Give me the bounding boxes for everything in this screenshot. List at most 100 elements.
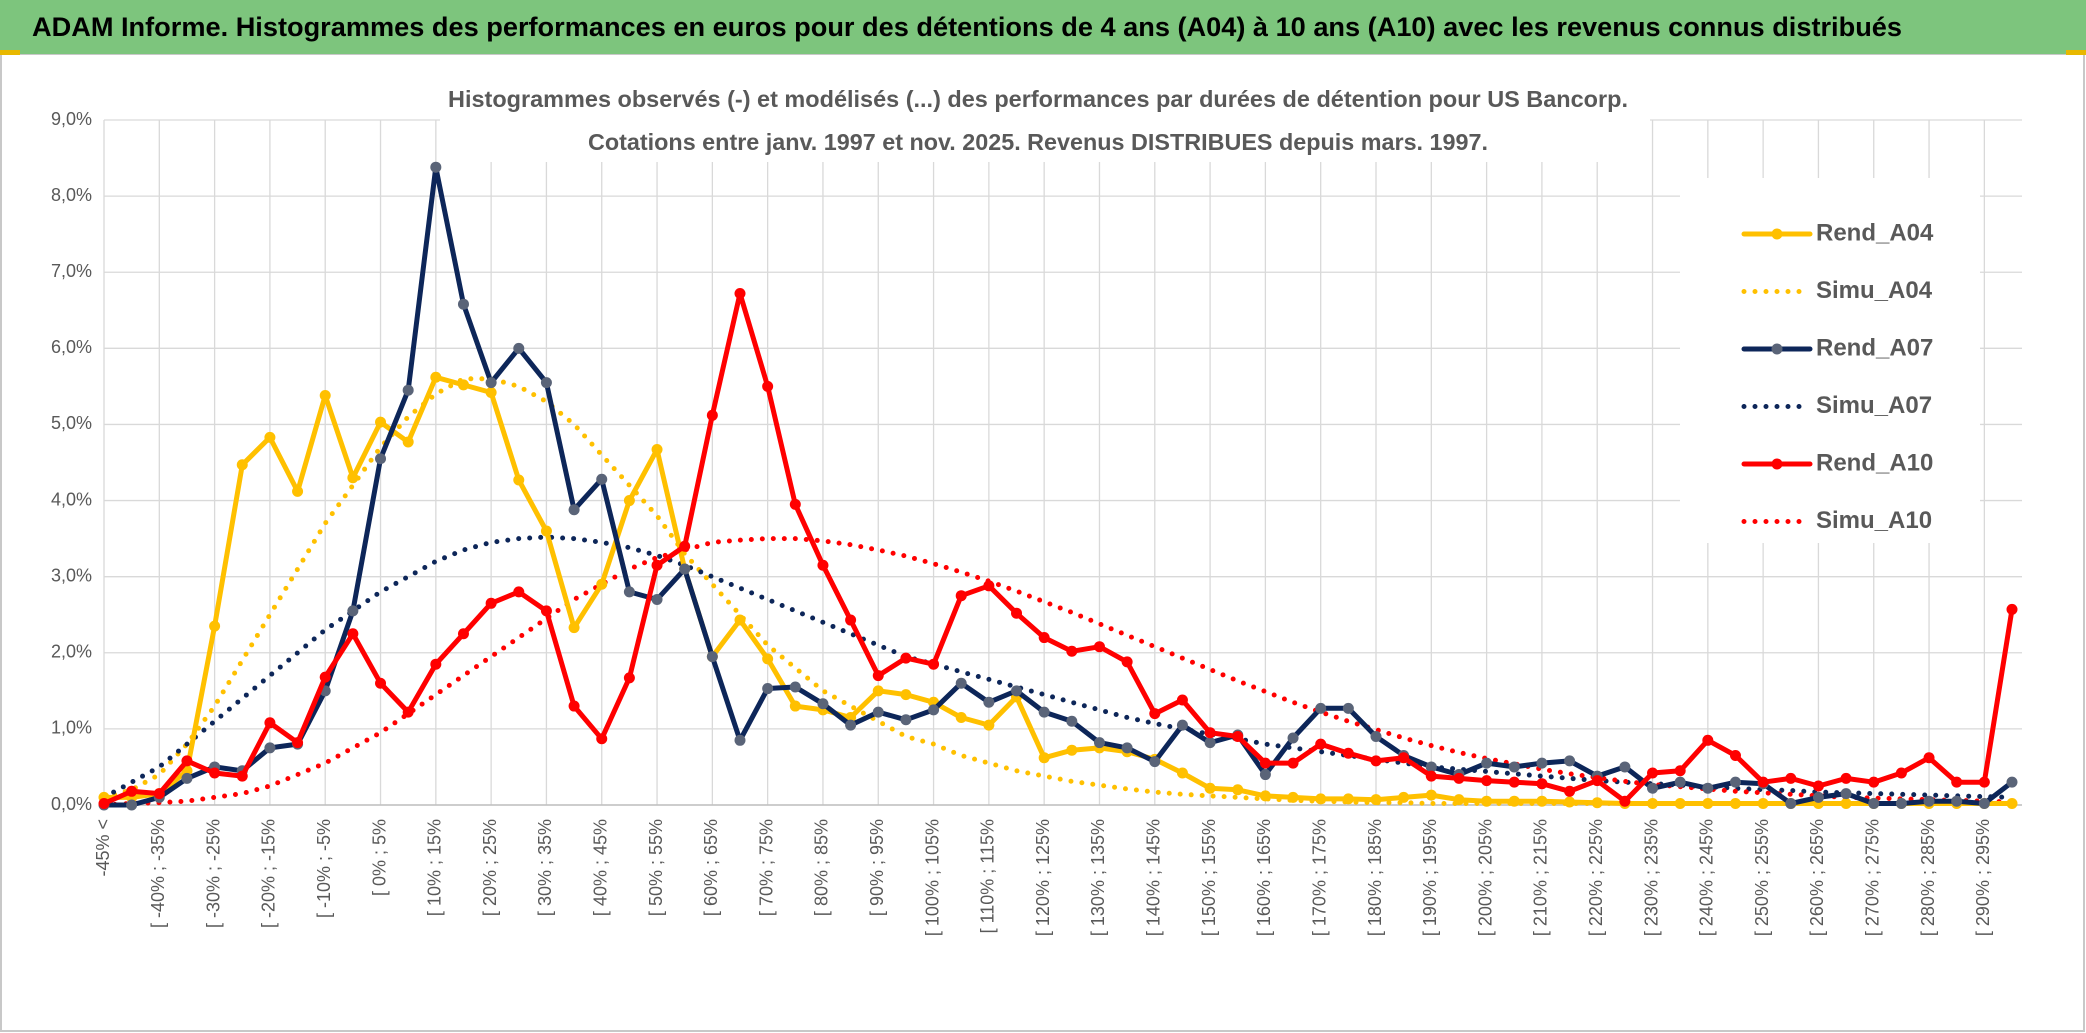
legend: Rend_A04 Simu_A04 Rend_A07 Simu_A07 Rend_A10… [1680, 178, 1980, 543]
corner [0, 50, 20, 55]
point [153, 788, 165, 800]
point [1729, 797, 1741, 809]
x-tick-label: [ 80% ; 85% [812, 819, 832, 916]
point [789, 700, 801, 712]
x-tick-label: -45% < [93, 819, 113, 877]
x-tick-label: [ 250% ; 255% [1752, 819, 1772, 936]
point [1674, 776, 1686, 788]
point [126, 785, 138, 797]
point [679, 563, 691, 575]
point [1729, 750, 1741, 762]
point [568, 622, 580, 634]
point [1398, 752, 1410, 764]
y-tick-label: 2,0% [51, 642, 92, 662]
point [1564, 785, 1576, 797]
point [1066, 645, 1078, 657]
x-tick-label: [ -30% ; -25% [203, 819, 223, 928]
y-tick-label: 9,0% [51, 109, 92, 129]
point [1232, 731, 1244, 742]
x-tick-label: [ 130% ; 135% [1088, 819, 1108, 936]
point [457, 379, 469, 391]
point [264, 431, 276, 443]
point [1978, 797, 1990, 809]
x-tick-label: [ 290% ; 295% [1973, 819, 1993, 936]
point [375, 677, 387, 689]
point [762, 380, 774, 392]
point [1951, 795, 1963, 807]
point [485, 377, 497, 389]
legend-label: Rend_A07 [1816, 334, 1933, 361]
point [209, 767, 221, 779]
point [1093, 737, 1105, 749]
point [347, 628, 359, 640]
point [872, 706, 884, 718]
point [1315, 702, 1327, 714]
x-tick-label: [ 170% ; 175% [1309, 819, 1329, 936]
legend-label: Rend_A10 [1816, 449, 1933, 476]
point [402, 384, 414, 396]
point [623, 495, 635, 507]
x-tick-label: [ 190% ; 195% [1420, 819, 1440, 936]
point [1895, 797, 1907, 809]
point [457, 298, 469, 310]
x-tick-label: [ 100% ; 105% [922, 819, 942, 936]
point [706, 651, 718, 663]
point [513, 474, 525, 486]
point [651, 559, 663, 571]
legend-marker [1771, 228, 1783, 240]
point [1481, 757, 1493, 769]
point [762, 653, 774, 665]
point [1066, 715, 1078, 727]
plot [98, 161, 2018, 811]
point [845, 614, 857, 626]
point [1093, 641, 1105, 653]
point [1204, 727, 1216, 739]
point [485, 597, 497, 609]
point [485, 386, 497, 398]
point [1619, 795, 1631, 807]
point [1978, 776, 1990, 788]
point [1729, 776, 1741, 788]
point [264, 717, 276, 729]
point [1674, 765, 1686, 777]
point [762, 683, 774, 695]
point [1508, 776, 1520, 788]
point [734, 614, 746, 626]
point [1702, 734, 1714, 746]
y-tick-label: 6,0% [51, 337, 92, 357]
x-tick-label: [ 150% ; 155% [1199, 819, 1219, 936]
point [734, 288, 746, 300]
point [1038, 752, 1050, 764]
x-tick-label: [ 110% ; 115% [978, 819, 998, 933]
point [568, 504, 580, 516]
point [1011, 685, 1023, 697]
point [1868, 776, 1880, 788]
x-tick-label: [ -20% ; -15% [259, 819, 279, 928]
point [596, 733, 608, 745]
point [983, 696, 995, 708]
x-tick-label: [ 90% ; 95% [867, 819, 887, 916]
point [513, 586, 525, 598]
point [1176, 694, 1188, 706]
point [1149, 708, 1161, 720]
point [1398, 791, 1410, 803]
point [457, 628, 469, 640]
x-tick-label: [ 240% ; 245% [1697, 819, 1717, 936]
point [1287, 757, 1299, 769]
point [319, 671, 331, 683]
point [402, 436, 414, 448]
point [1425, 789, 1437, 801]
point [928, 704, 940, 716]
point [1370, 731, 1382, 742]
point [1370, 755, 1382, 767]
header-title: ADAM Informe. Histogrammes des performan… [32, 12, 1902, 42]
x-tick-label: [ 280% ; 285% [1918, 819, 1938, 936]
point [872, 670, 884, 682]
point [1647, 767, 1659, 779]
point [181, 772, 193, 784]
point [706, 409, 718, 421]
point [1757, 797, 1769, 809]
point [1536, 778, 1548, 790]
point [1453, 794, 1465, 806]
point [651, 444, 663, 456]
